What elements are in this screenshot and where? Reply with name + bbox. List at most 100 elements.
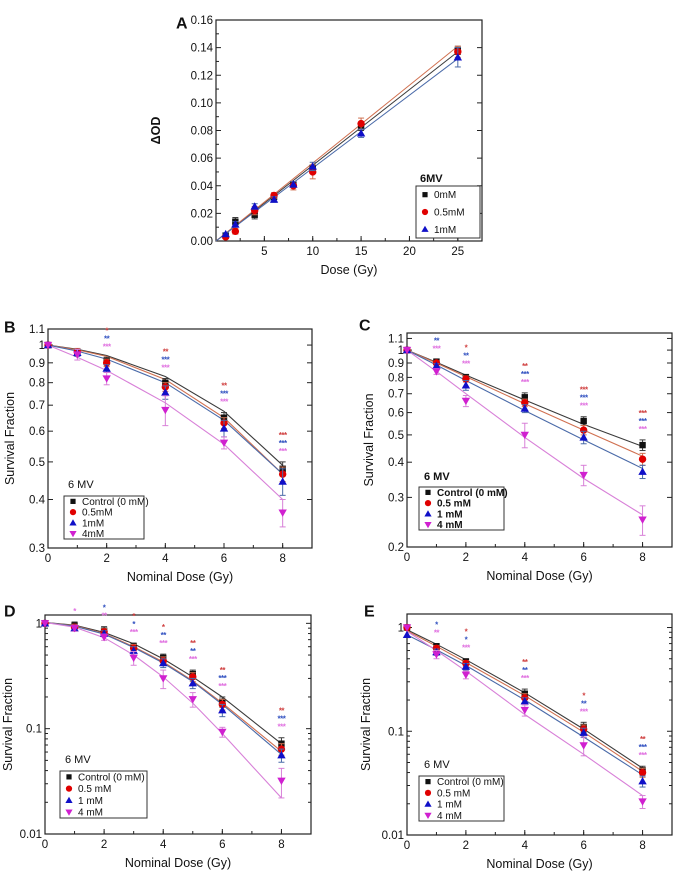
data-point — [638, 768, 647, 777]
data-point — [461, 662, 471, 670]
significance-mark: *** — [462, 644, 471, 653]
data-point — [40, 620, 50, 628]
significance-mark: *** — [103, 342, 112, 351]
legend-label: 0mM — [434, 190, 456, 201]
y-tick-label: 0.5 — [29, 457, 45, 469]
data-point — [102, 375, 111, 383]
x-tick-label: 0 — [45, 553, 51, 565]
significance-mark: * — [465, 628, 469, 637]
significance-mark: *** — [279, 447, 288, 456]
x-axis-title: Dose (Gy) — [321, 263, 378, 277]
significance-mark: *** — [639, 425, 648, 434]
data-point — [579, 471, 588, 480]
y-tick-label: 0.10 — [191, 98, 213, 110]
data-point — [99, 633, 109, 642]
significance-mark: * — [105, 326, 109, 335]
legend-marker — [65, 809, 73, 816]
data-point — [102, 364, 111, 372]
legend-marker — [425, 779, 431, 785]
data-point — [278, 509, 287, 517]
data-point — [250, 202, 259, 210]
legend-label: 1 mM — [437, 509, 463, 520]
fit-curve — [44, 621, 282, 745]
data-point — [43, 341, 53, 350]
significance-mark: *** — [521, 378, 530, 387]
legend-marker — [65, 785, 73, 792]
significance-mark: *** — [580, 707, 589, 716]
legend-label: 4mM — [82, 529, 104, 540]
x-tick-label: 10 — [306, 246, 319, 258]
x-tick-label: 4 — [522, 840, 529, 852]
x-axis-title: Nominal Dose (Gy) — [486, 569, 592, 583]
data-point — [520, 404, 529, 412]
panel-label: D — [4, 603, 16, 620]
x-tick-label: 4 — [522, 552, 529, 564]
y-tick-label: 0.08 — [191, 126, 213, 138]
panel-label: E — [364, 603, 375, 620]
panel-label: A — [176, 15, 188, 32]
series-1-mm — [402, 630, 647, 788]
fit-curve — [44, 621, 282, 799]
significance-mark: *** — [220, 398, 229, 407]
fit-curve — [406, 349, 643, 469]
data-point — [638, 777, 647, 785]
x-tick-label: 5 — [261, 246, 267, 258]
significance-mark: *** — [278, 723, 287, 732]
y-tick-label: 0.01 — [20, 829, 42, 841]
x-tick-label: 4 — [162, 553, 169, 565]
data-point — [579, 742, 588, 750]
significance-mark: *** — [218, 674, 227, 683]
fit-curve — [47, 344, 284, 475]
x-tick-label: 2 — [103, 553, 109, 565]
legend-marker — [424, 500, 432, 507]
legend-label: 4 mM — [78, 808, 103, 819]
significance-mark: *** — [580, 394, 589, 403]
data-point — [231, 227, 240, 236]
fit-curve — [406, 630, 643, 772]
legend-label: 1mM — [434, 225, 456, 236]
y-tick-label: 1 — [36, 618, 42, 630]
y-tick-label: 0.2 — [388, 542, 404, 554]
data-point — [638, 467, 647, 475]
y-tick-label: 0.14 — [191, 43, 214, 55]
legend-label: Control (0 mM) — [437, 777, 504, 788]
significance-mark: ** — [190, 647, 197, 656]
y-tick-label: 0.6 — [388, 408, 404, 420]
data-point — [638, 455, 647, 463]
y-tick-label: 0.4 — [388, 457, 405, 469]
legend-title: 6 MV — [424, 471, 450, 483]
y-tick-label: 0.9 — [388, 358, 404, 370]
legend-marker — [69, 509, 77, 516]
significance-mark: *** — [218, 682, 227, 691]
fit-curve — [406, 349, 643, 516]
chart-panel-d: D 0 2 4 6 8 0.01 0.1 1 Nominal Dose (Gy) Survival … — [1, 603, 312, 870]
y-tick-label: 0.3 — [29, 543, 45, 555]
data-point — [73, 351, 82, 359]
data-point — [579, 426, 588, 434]
x-axis-title: Nominal Dose (Gy) — [127, 570, 233, 584]
data-point — [638, 798, 647, 806]
significance-mark: *** — [189, 655, 198, 664]
y-tick-label: 0.02 — [191, 208, 213, 220]
chart-panel-c: C 0 2 4 6 8 0.2 0.3 0.4 0.5 0.6 0.7 0.8 0.911.1 Nomina… — [359, 317, 673, 583]
x-tick-label: 20 — [403, 246, 416, 258]
significance-mark: * — [73, 607, 77, 616]
x-tick-label: 2 — [463, 552, 469, 564]
x-tick-label: 2 — [101, 839, 107, 851]
legend-marker — [66, 774, 72, 780]
data-point — [432, 651, 441, 659]
significance-mark: ** — [522, 362, 529, 371]
significance-mark: *** — [521, 674, 530, 683]
data-point — [432, 361, 441, 369]
y-tick-label: 0.7 — [388, 389, 404, 401]
data-point — [219, 424, 229, 432]
data-point — [218, 728, 227, 737]
legend-box — [63, 495, 145, 540]
y-tick-label: 0.16 — [191, 15, 213, 27]
legend-marker — [424, 812, 432, 819]
significance-mark: *** — [161, 356, 170, 365]
significance-mark: *** — [161, 364, 170, 373]
data-point — [580, 417, 587, 425]
data-point — [357, 119, 365, 128]
x-tick-label: 25 — [451, 246, 464, 258]
